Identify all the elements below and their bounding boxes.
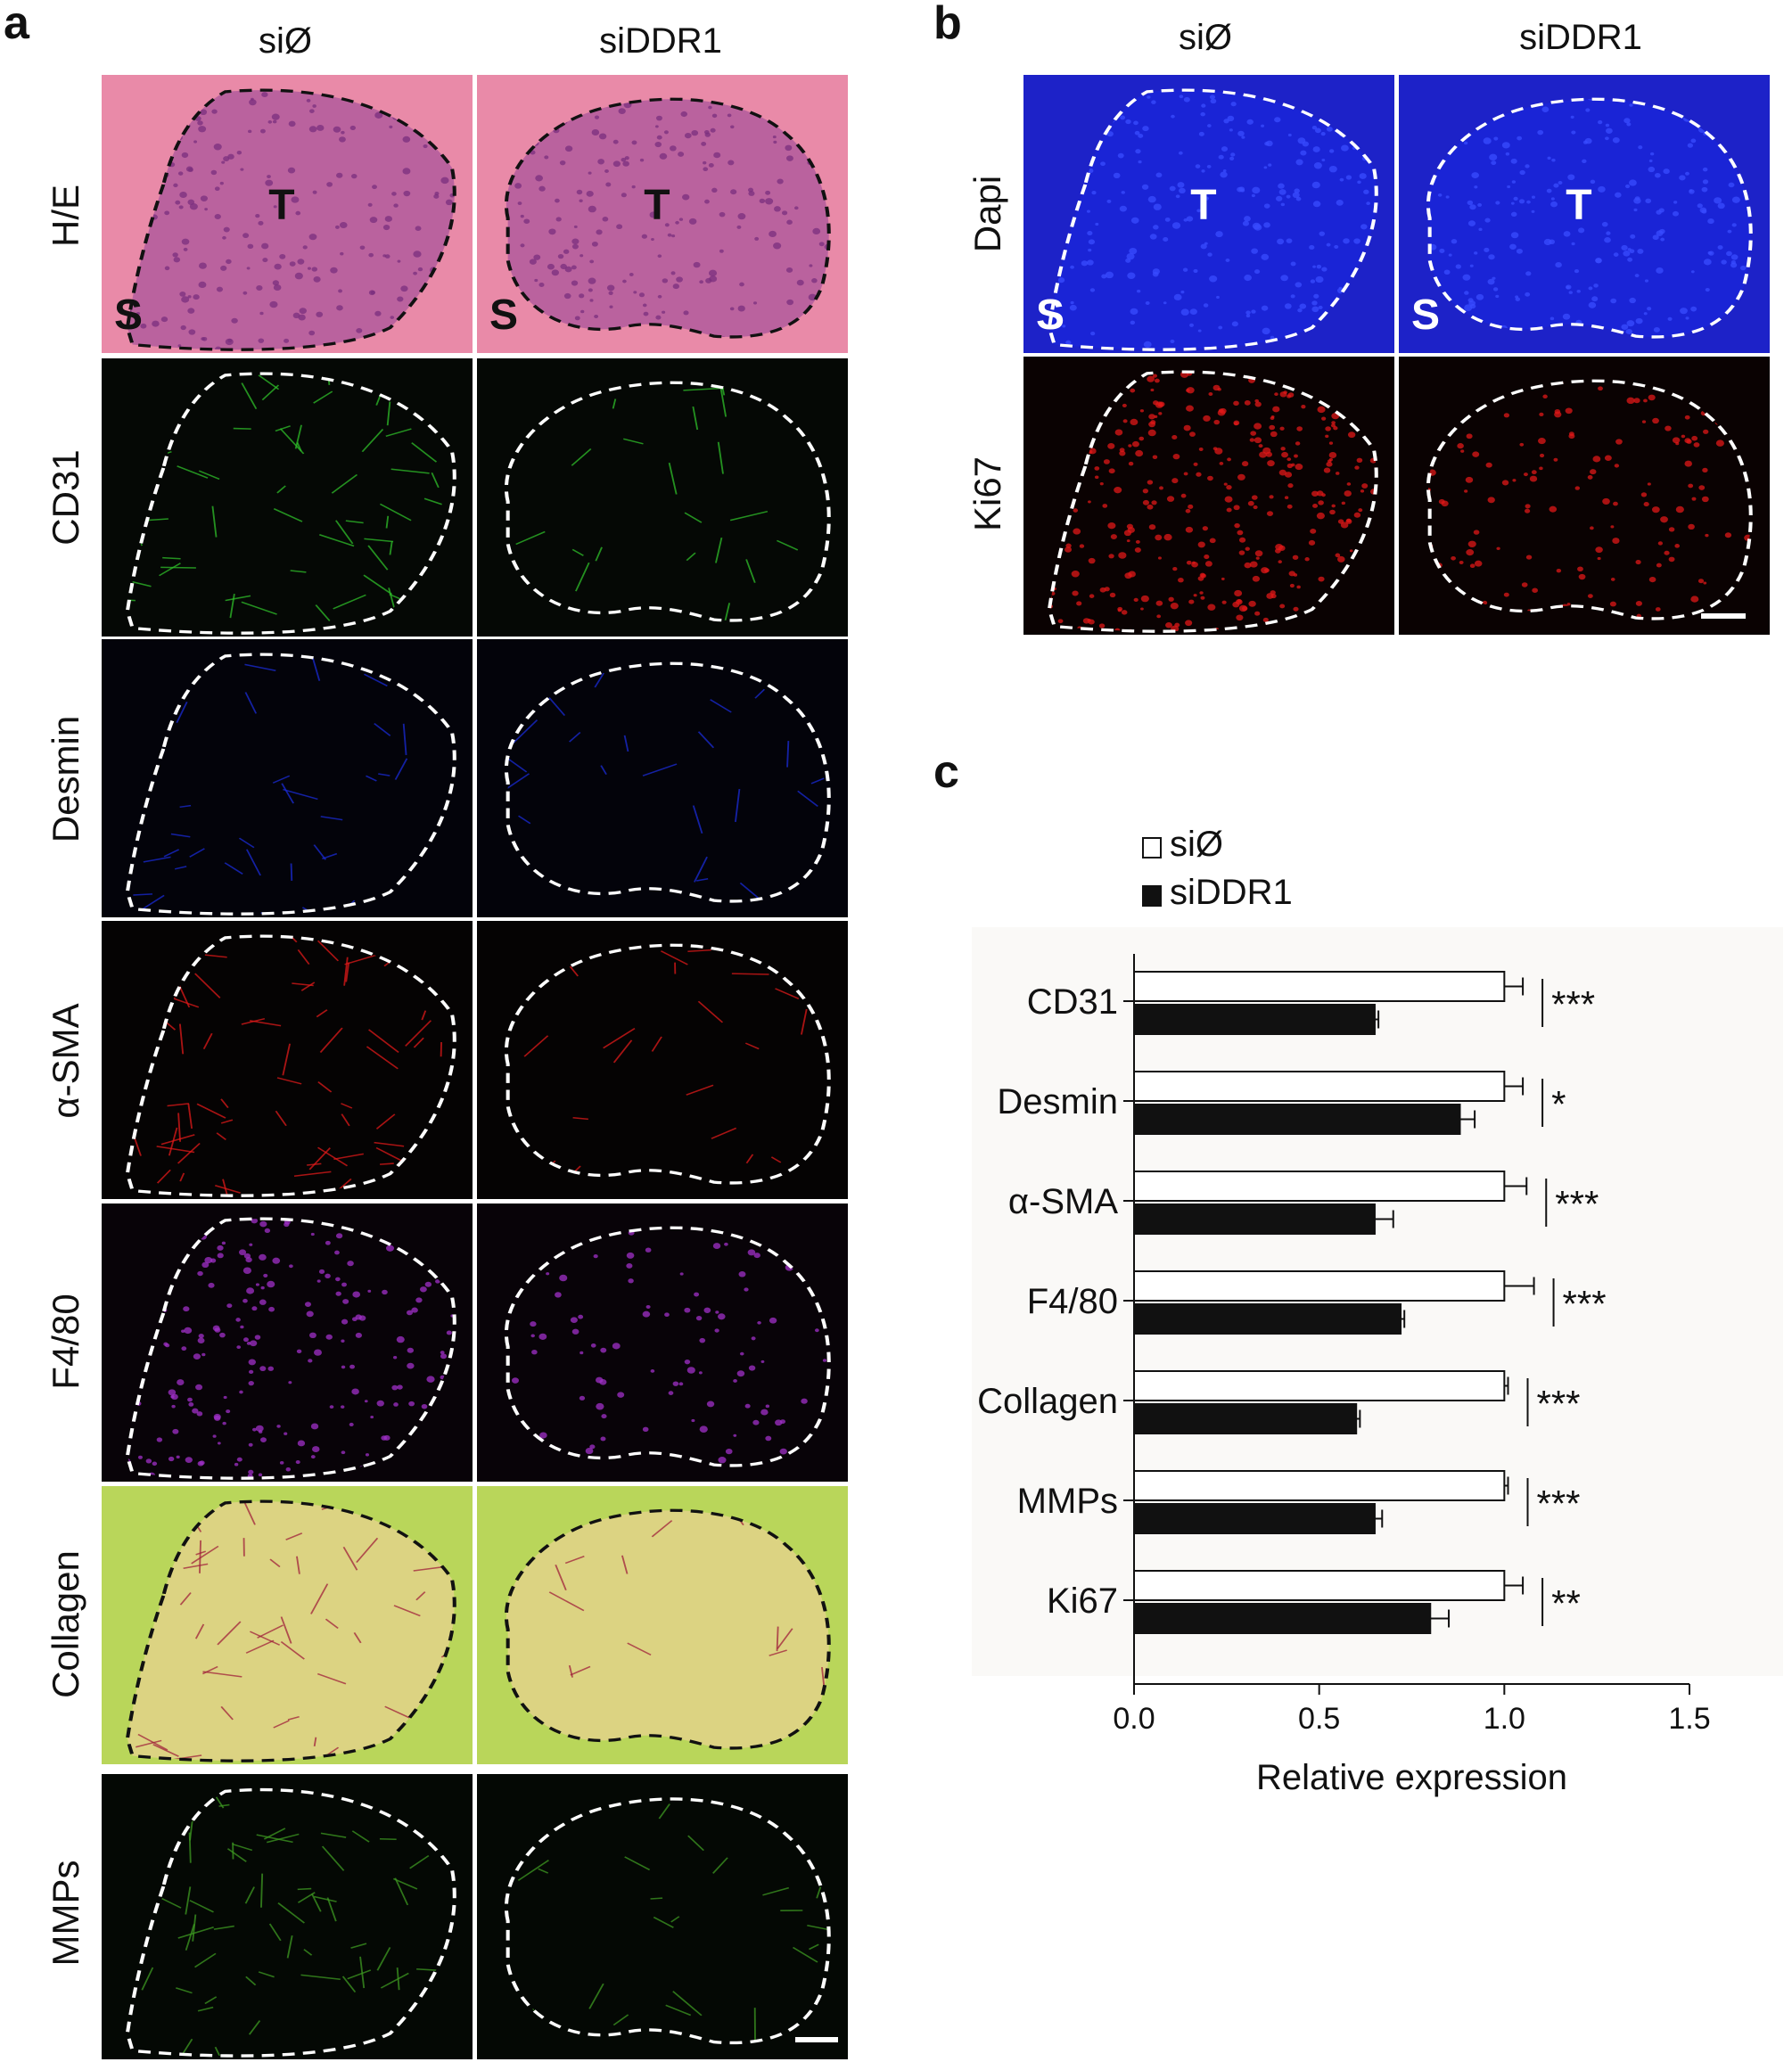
x-axis-label: Relative expression: [1256, 1758, 1567, 1797]
panel-a-image-purple-sio: [102, 1204, 473, 1482]
panel-a-row-label-f480: F4/80: [45, 1294, 86, 1390]
bar-sio: [1133, 1171, 1506, 1202]
bar-siddr1: [1133, 1303, 1402, 1335]
bar-sio: [1133, 1270, 1506, 1302]
legend-label-1: siDDR1: [1170, 873, 1293, 912]
panel-a-letter: a: [4, 0, 29, 49]
panel-c-letter: c: [933, 746, 959, 798]
panel-a-row-label-he: H/E: [45, 184, 86, 248]
significance-stars: ***: [1563, 1283, 1607, 1325]
panel-a-row-label-mmps: MMPs: [45, 1860, 86, 1967]
panel-a-image-mmp-siddr1: [477, 1774, 848, 2059]
panel-a-col-title-sio: siØ: [259, 21, 312, 61]
panel-a-image-red-sio: [102, 921, 473, 1199]
legend-swatch-0: [1142, 837, 1162, 858]
panel-a-image-blue-siddr1: [477, 639, 848, 917]
bar-sio: [1133, 1470, 1506, 1501]
panel-c-bar-chart: siØ siDDR1 0.0 0.5 1.0 1.5 Relative expression…: [972, 825, 1783, 1797]
panel-a-image-mmp-sio: [102, 1774, 473, 2059]
tumor-marker: T: [1566, 181, 1592, 229]
panel-b-col-title-sio: siØ: [1179, 18, 1232, 57]
stroma-marker: S: [114, 292, 144, 339]
bar-sio: [1133, 1370, 1506, 1401]
significance-stars: **: [1551, 1582, 1581, 1624]
panel-b-scale-bar: [1701, 613, 1746, 619]
category-label: Ki67: [1047, 1581, 1118, 1621]
panel-a-row-label-collagen: Collagen: [45, 1550, 86, 1698]
bar-siddr1: [1133, 1104, 1461, 1135]
stroma-marker: S: [489, 292, 519, 339]
panel-b-image-ki67-siddr1: [1399, 357, 1770, 635]
panel-b-letter: b: [933, 0, 962, 49]
panel-a-image-green-siddr1: [477, 358, 848, 637]
category-label: MMPs: [1017, 1482, 1118, 1521]
tumor-marker: T: [268, 181, 295, 229]
significance-stars: ***: [1551, 983, 1595, 1025]
panel-a-image-collagen-siddr1: [477, 1486, 848, 1764]
bar-siddr1: [1133, 1403, 1358, 1434]
stroma-marker: S: [1411, 292, 1441, 339]
x-tick-label: 0.0: [1113, 1702, 1155, 1736]
legend-label-0: siØ: [1170, 825, 1223, 864]
category-label: α-SMA: [1008, 1182, 1118, 1221]
stroma-marker: S: [1036, 292, 1065, 339]
bar-siddr1: [1133, 1603, 1432, 1634]
category-label: Collagen: [977, 1382, 1118, 1421]
panel-b-col-title-siddr1: siDDR1: [1519, 18, 1642, 57]
significance-stars: *: [1551, 1083, 1566, 1125]
category-label: CD31: [1027, 982, 1118, 1022]
significance-stars: ***: [1536, 1383, 1580, 1425]
tumor-marker: T: [1190, 181, 1217, 229]
significance-stars: ***: [1555, 1183, 1599, 1225]
legend-swatch-1: [1142, 885, 1162, 907]
panel-a-row-label-desmin: Desmin: [45, 715, 86, 843]
panel-a-row-label-cd31: CD31: [45, 449, 86, 546]
panel-a-image-purple-siddr1: [477, 1204, 848, 1482]
x-tick-label: 1.0: [1484, 1702, 1525, 1736]
bar-sio: [1133, 971, 1506, 1002]
panel-a-scale-bar: [795, 2037, 838, 2042]
bar-siddr1: [1133, 1503, 1376, 1534]
bar-siddr1: [1133, 1004, 1376, 1035]
bar-sio: [1133, 1570, 1506, 1601]
panel-a-row-label-asma: α-SMA: [45, 1003, 86, 1119]
panel-b-row-label-ki67: Ki67: [966, 456, 1008, 532]
panel-b-row-label-dapi: Dapi: [966, 175, 1008, 253]
panel-a-col-title-siddr1: siDDR1: [599, 21, 722, 61]
bar-sio: [1133, 1071, 1506, 1102]
panel-a-image-blue-sio: [102, 639, 473, 917]
tumor-marker: T: [644, 181, 670, 229]
panel-a-image-green-sio: [102, 358, 473, 637]
category-label: Desmin: [997, 1082, 1118, 1121]
bar-siddr1: [1133, 1204, 1376, 1235]
x-tick-label: 0.5: [1298, 1702, 1340, 1736]
category-label: F4/80: [1027, 1282, 1118, 1321]
x-tick-label: 1.5: [1668, 1702, 1710, 1736]
significance-stars: ***: [1536, 1483, 1580, 1524]
panel-b-image-ki67-sio: [1023, 357, 1394, 635]
panel-a-image-collagen-sio: [102, 1486, 473, 1764]
panel-a-image-red-siddr1: [477, 921, 848, 1199]
